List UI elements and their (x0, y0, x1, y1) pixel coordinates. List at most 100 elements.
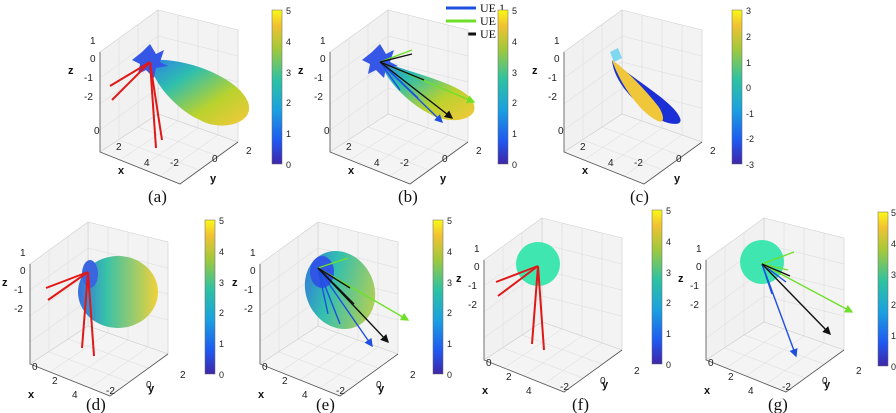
x-tick: 2 (282, 376, 288, 387)
colorbar-tick: 0 (891, 362, 896, 372)
y-tick: 0 (146, 380, 152, 391)
z-tick: 1 (320, 36, 326, 47)
z-axis-label: z (2, 277, 8, 289)
x-tick: 4 (72, 390, 78, 401)
colorbar-tick: 4 (666, 237, 671, 247)
z-tick: -2 (468, 300, 477, 311)
caption: (e) (316, 395, 335, 413)
colorbar-tick: 3 (512, 68, 517, 78)
colorbar-tick: 1 (512, 129, 517, 139)
z-tick: -2 (690, 300, 699, 311)
y-tick: 0 (376, 380, 382, 391)
z-tick: -2 (314, 92, 323, 103)
colorbar-tick: 0 (746, 83, 751, 93)
colorbar-tick: 2 (512, 98, 517, 108)
x-tick: 0 (486, 358, 492, 369)
panel-a: 1 0 -1 -2 z 0 2 4 x -2 0 2 y 5 4 3 2 1 0… (68, 6, 291, 206)
caption: (c) (630, 187, 649, 206)
z-tick: -1 (244, 285, 253, 296)
colorbar-tick: -2 (746, 134, 754, 144)
y-axis-label: y (602, 379, 609, 391)
colorbar-tick: 5 (447, 216, 452, 226)
x-tick: 0 (708, 358, 714, 369)
beam-lobe (150, 59, 250, 126)
y-tick: 2 (634, 366, 640, 377)
z-tick: 0 (474, 262, 480, 273)
x-tick: 4 (302, 390, 308, 401)
y-tick: -2 (336, 386, 345, 397)
colorbar-tick: 2 (746, 32, 751, 42)
colorbar-tick: 3 (666, 268, 671, 278)
z-axis-label: z (532, 65, 538, 77)
colorbar: 3 2 1 0 -1 -2 -3 (731, 6, 754, 170)
x-tick: 0 (94, 126, 100, 137)
x-tick: 2 (728, 372, 734, 383)
red-paths (495, 265, 545, 351)
y-tick: 2 (180, 370, 186, 381)
colorbar-tick: -1 (746, 109, 754, 119)
z-axis-label: z (456, 273, 462, 285)
z-tick: -2 (14, 304, 23, 315)
colorbar-tick: 2 (891, 300, 896, 310)
colorbar-tick: 0 (447, 370, 452, 380)
panel-e: 1 0 -1 -2 z 0 2 4 x -2 0 2 y 5 4 3 2 1 0… (232, 216, 452, 413)
z-tick: -2 (548, 92, 557, 103)
x-axis-label: x (348, 165, 355, 177)
caption: (a) (148, 187, 167, 206)
ue3-paths (761, 263, 831, 336)
x-axis-label: x (704, 385, 711, 397)
beam-lobe (380, 60, 475, 121)
colorbar-tick: 5 (891, 208, 896, 218)
colorbar-tick: 4 (512, 37, 517, 47)
x-tick: 4 (608, 158, 614, 169)
z-tick: 0 (554, 54, 560, 65)
z-tick: 1 (696, 244, 702, 255)
caption: (d) (86, 395, 106, 413)
panel-c: 1 0 -1 -2 z 0 2 4 x -2 0 2 y 3 2 1 0 -1 … (532, 6, 754, 206)
sidelobe-burst (362, 44, 398, 78)
ue1-paths (317, 267, 373, 348)
panel-f: 1 0 -1 -2 z 0 2 4 x -2 0 2 y 5 4 3 2 1 0… (456, 206, 671, 413)
z-tick: 0 (90, 54, 96, 65)
y-tick: 0 (212, 154, 218, 165)
sidelobe-burst (132, 44, 168, 78)
colorbar-tick: 3 (219, 278, 224, 288)
z-tick: 0 (696, 262, 702, 273)
sidelobe (82, 260, 98, 288)
red-paths (109, 61, 163, 149)
colorbar-tick: 1 (891, 331, 896, 341)
y-tick: -2 (560, 382, 569, 393)
y-tick: -2 (782, 382, 791, 393)
colorbar-tick: 1 (447, 339, 452, 349)
colorbar-tick: 2 (286, 98, 291, 108)
colorbar: 5 4 3 2 1 0 (877, 208, 896, 372)
x-tick: 0 (262, 362, 268, 373)
y-axis-label: y (824, 379, 831, 391)
colorbar-tick: 0 (666, 360, 671, 370)
colorbar-tick: 3 (891, 270, 896, 280)
y-tick: 2 (856, 366, 862, 377)
y-axis-label: y (378, 383, 385, 395)
z-tick: 1 (20, 248, 26, 259)
colorbar-tick: 1 (746, 58, 751, 68)
colorbar: 5 4 3 2 1 0 (651, 206, 671, 370)
x-tick: 2 (580, 142, 586, 153)
z-tick: -1 (14, 285, 23, 296)
z-axis-label: z (68, 65, 74, 77)
x-tick: 0 (32, 362, 38, 373)
z-tick: -1 (84, 73, 93, 84)
x-tick: 4 (748, 386, 754, 397)
y-tick: 2 (410, 370, 416, 381)
panel-b: 1 0 -1 -2 z 0 2 4 x -2 0 2 y 5 4 3 2 1 0… (298, 6, 517, 206)
caption: (g) (768, 395, 788, 413)
colorbar-tick: 2 (219, 308, 224, 318)
colorbar-tick: 2 (447, 308, 452, 318)
z-axis-label: z (298, 65, 304, 77)
colorbar-tick: 5 (666, 206, 671, 216)
z-tick: 0 (20, 266, 26, 277)
colorbar-tick: 0 (219, 370, 224, 380)
colorbar-tick: -3 (746, 160, 754, 170)
colorbar: 5 4 3 2 1 0 (497, 6, 517, 170)
colorbar: 5 4 3 2 1 0 (204, 216, 224, 380)
